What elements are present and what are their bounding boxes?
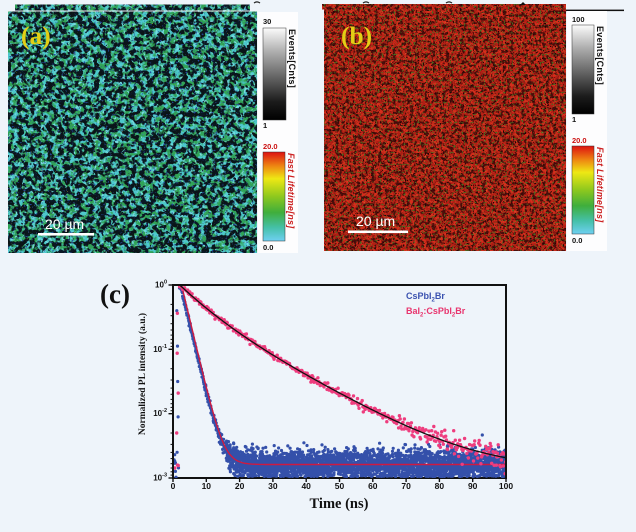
- svg-text:20 µm: 20 µm: [45, 216, 84, 232]
- svg-text:20: 20: [235, 481, 245, 491]
- svg-text:60: 60: [368, 481, 378, 491]
- svg-text:90: 90: [468, 481, 478, 491]
- svg-text:10-3: 10-3: [153, 473, 167, 483]
- svg-text:Time (ns): Time (ns): [310, 496, 369, 512]
- svg-text:70: 70: [401, 481, 411, 491]
- svg-text:1: 1: [263, 121, 267, 130]
- svg-text:80: 80: [435, 481, 445, 491]
- svg-text:40: 40: [301, 481, 311, 491]
- svg-text:10: 10: [202, 481, 212, 491]
- svg-text:1: 1: [572, 115, 576, 124]
- svg-text:Fast Lifetime[ns]: Fast Lifetime[ns]: [595, 147, 605, 223]
- svg-text:Fast Lifetime[ns]: Fast Lifetime[ns]: [286, 153, 296, 229]
- svg-text:20 µm: 20 µm: [356, 213, 395, 229]
- svg-text:100: 100: [499, 481, 513, 491]
- svg-text:Events[Cnts]: Events[Cnts]: [595, 26, 605, 85]
- svg-text:0.0: 0.0: [263, 243, 273, 252]
- svg-text:20.0: 20.0: [263, 142, 278, 151]
- svg-text:Normalized PL intensity (a.u.): Normalized PL intensity (a.u.): [137, 313, 148, 435]
- svg-text:50: 50: [335, 481, 345, 491]
- svg-text:10-2: 10-2: [153, 408, 167, 418]
- svg-text:0: 0: [171, 481, 176, 491]
- svg-text:30: 30: [263, 17, 271, 26]
- svg-text:Events[Cnts]: Events[Cnts]: [287, 29, 297, 88]
- svg-text:100: 100: [572, 15, 585, 24]
- svg-text:(a): (a): [21, 21, 51, 50]
- svg-text:0.0: 0.0: [572, 236, 582, 245]
- svg-text:(c): (c): [100, 279, 130, 309]
- svg-text:100: 100: [155, 280, 167, 290]
- svg-text:10-1: 10-1: [153, 344, 167, 354]
- svg-text:CsPbI2Br: CsPbI2Br: [406, 291, 445, 304]
- svg-text:20.0: 20.0: [572, 136, 587, 145]
- svg-text:30: 30: [268, 481, 278, 491]
- svg-text:(b): (b): [341, 21, 372, 50]
